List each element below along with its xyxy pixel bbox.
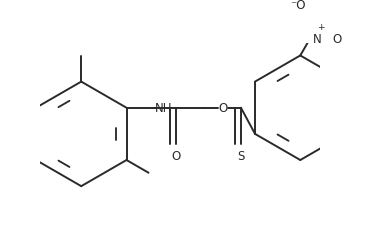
Text: NH: NH	[155, 102, 173, 115]
Text: O: O	[171, 149, 180, 162]
Text: N: N	[312, 33, 321, 46]
Text: S: S	[237, 149, 245, 162]
Text: O: O	[218, 102, 227, 115]
Text: O: O	[333, 33, 342, 46]
Text: ⁻O: ⁻O	[291, 0, 306, 12]
Text: +: +	[317, 23, 325, 32]
